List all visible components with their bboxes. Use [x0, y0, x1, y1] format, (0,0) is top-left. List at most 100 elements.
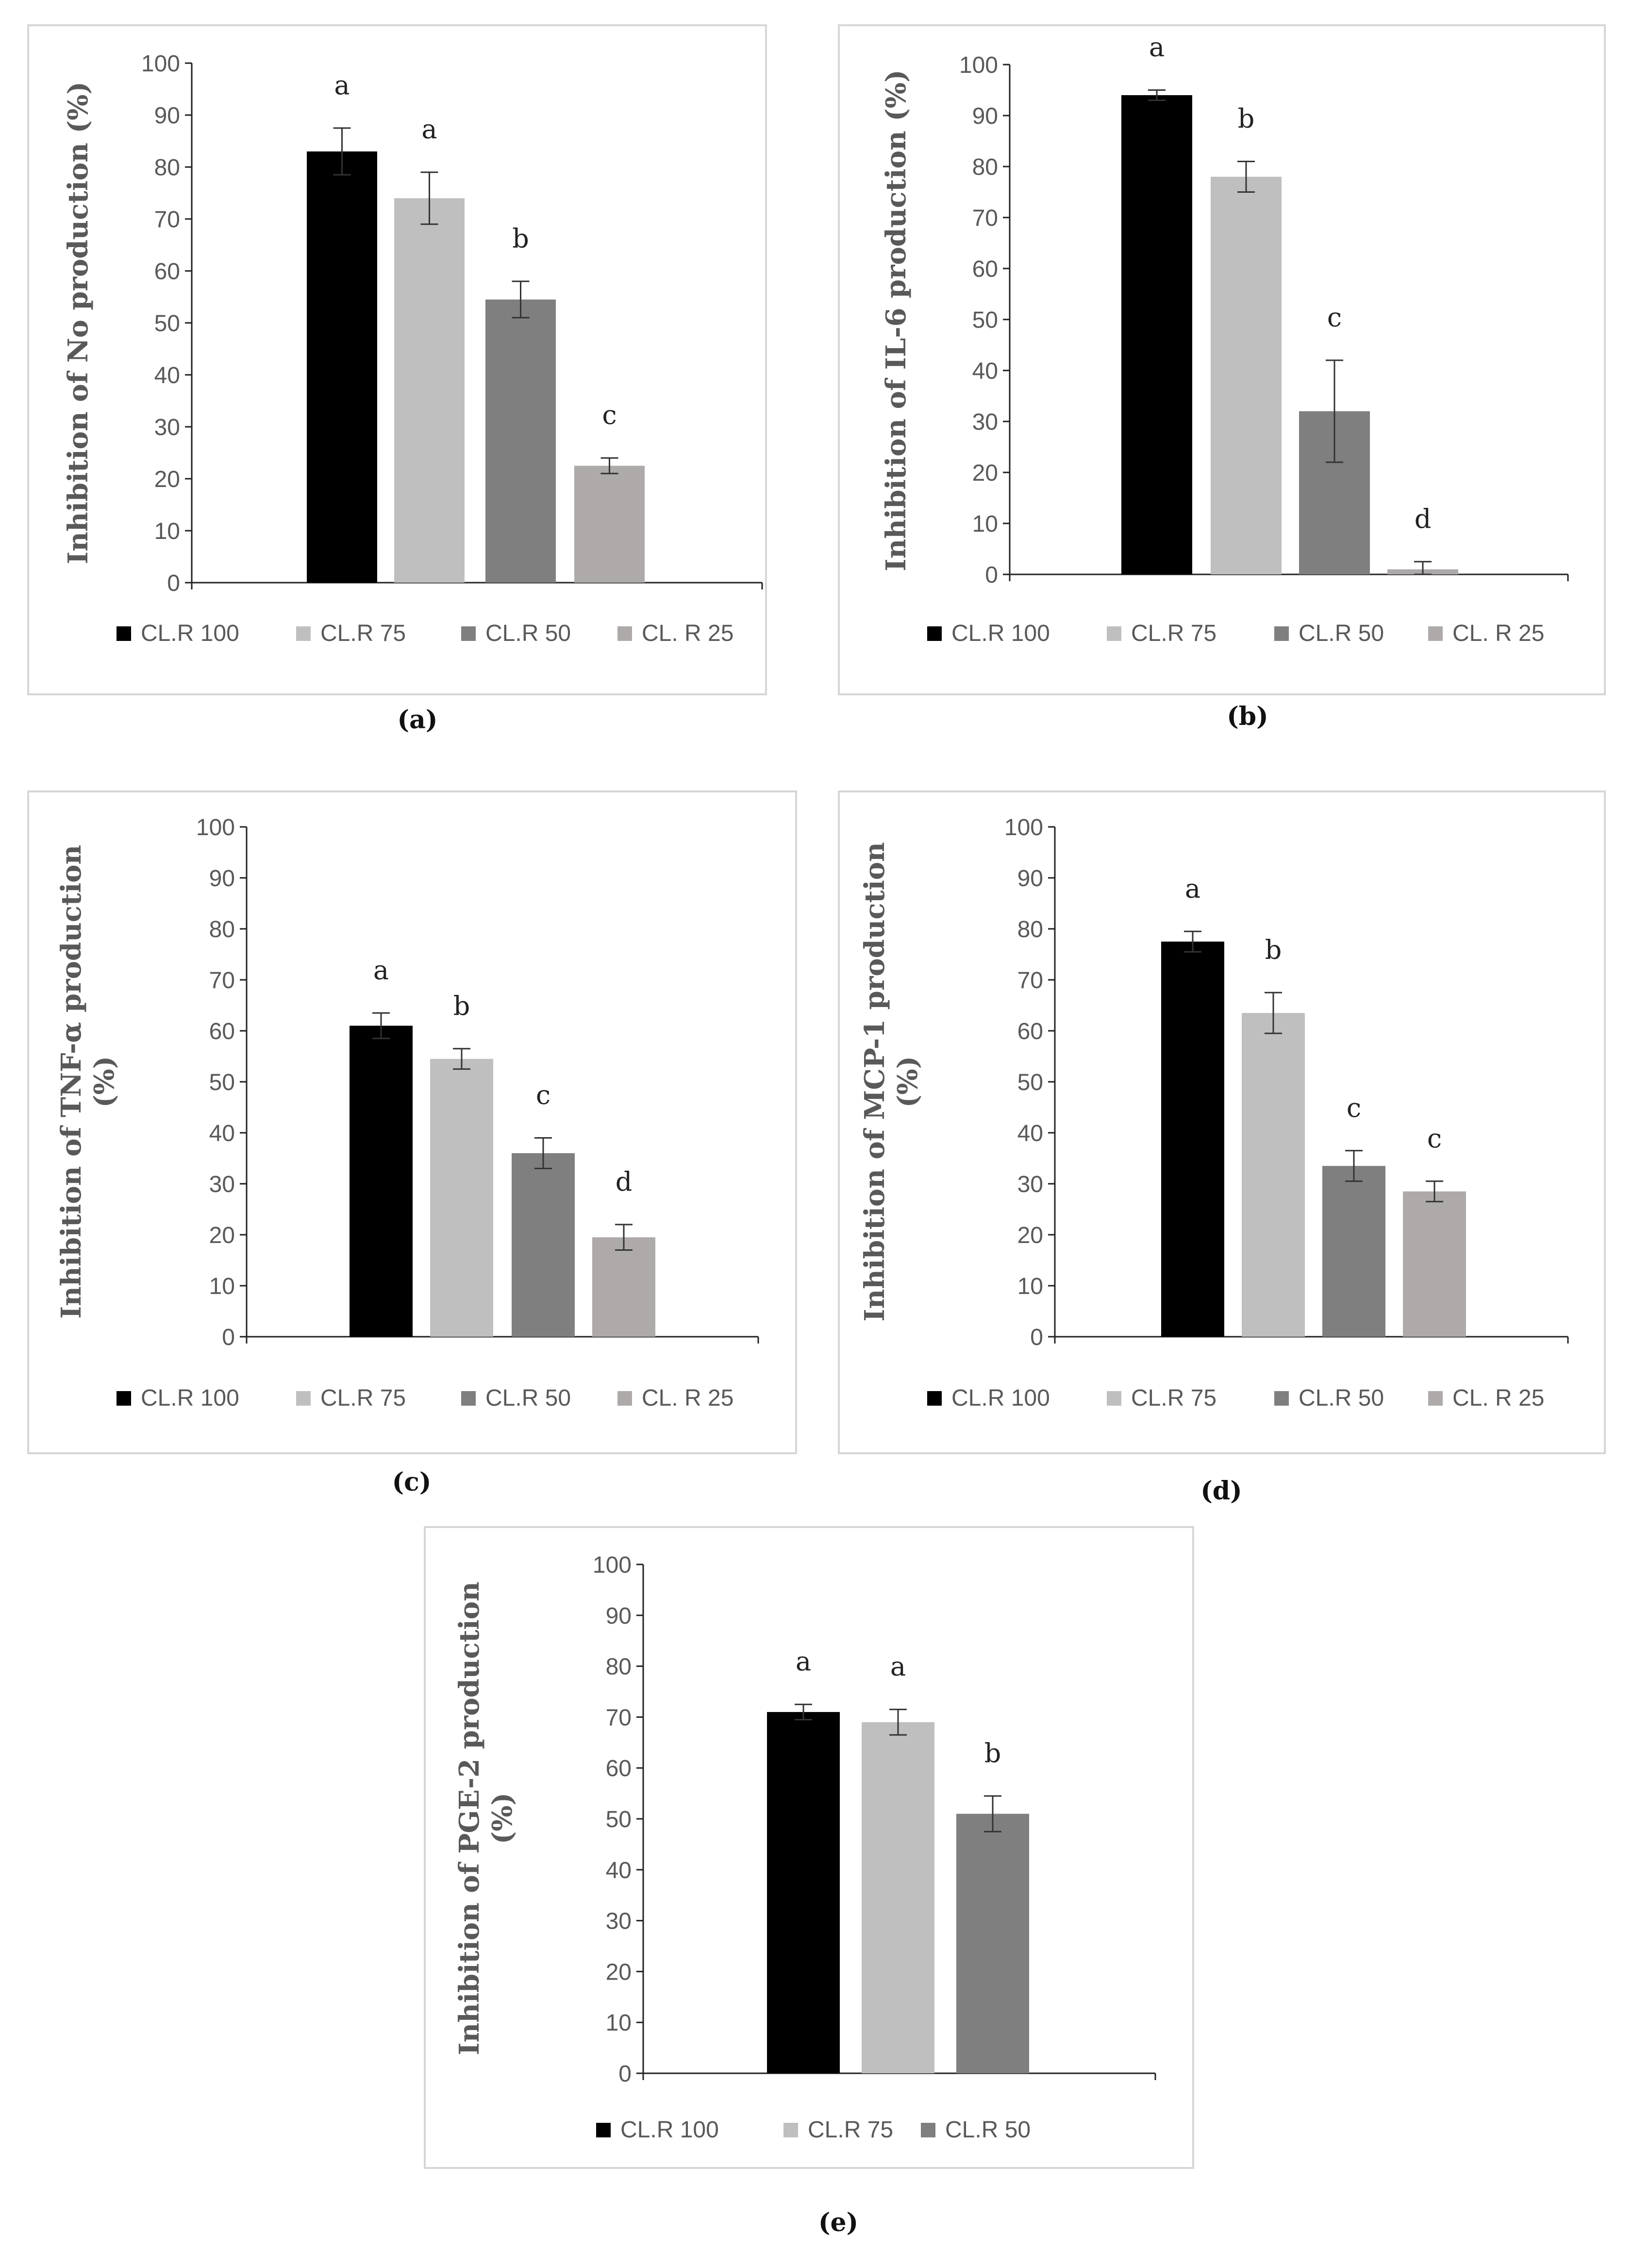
legend: CL.R 100 CL.R 75 CL.R 50 CL. R 25	[117, 621, 733, 646]
significance-letter: a	[1149, 32, 1165, 63]
significance-letter: c	[1347, 1092, 1361, 1123]
y-tick-label: 0	[167, 571, 180, 596]
legend-swatch	[461, 626, 476, 641]
legend-swatch	[1274, 626, 1289, 641]
y-tick-label: 20	[972, 460, 998, 486]
legend-label: CL.R 50	[1299, 1385, 1384, 1411]
y-tick-label: 10	[606, 2010, 632, 2036]
legend-label: CL.R 50	[485, 621, 571, 646]
legend-label: CL.R 75	[320, 1385, 406, 1411]
y-tick-label: 40	[154, 363, 180, 388]
y-tick-label: 100	[141, 51, 180, 77]
chart-panel-b: 0 10 20 30 40 50 60 70 80 90 100 a b c d Inhibition of …	[838, 24, 1606, 695]
y-axis-title-line: Inhibition of TNF-α production	[55, 845, 87, 1319]
legend-swatch	[927, 1391, 942, 1406]
y-tick-label: 40	[606, 1858, 632, 1883]
y-tick-label: 60	[972, 256, 998, 282]
y-tick-label: 50	[972, 307, 998, 333]
legend-label: CL.R 100	[141, 621, 239, 646]
significance-letter: a	[334, 70, 350, 101]
y-tick-label: 80	[154, 155, 180, 181]
bar-1	[767, 1712, 840, 2073]
legend-label: CL.R 100	[951, 621, 1050, 646]
y-tick-label: 10	[972, 511, 998, 537]
y-tick-label: 70	[154, 207, 180, 233]
legend-label: CL.R 75	[808, 2117, 893, 2143]
significance-letter: a	[890, 1651, 906, 1682]
y-axis-title-line: Inhibition of PGE-2 production	[453, 1581, 485, 2055]
y-tick-label: 60	[209, 1019, 235, 1044]
y-tick-label: 90	[972, 103, 998, 129]
legend-label: CL.R 50	[1299, 621, 1384, 646]
legend-label: CL. R 25	[642, 621, 733, 646]
legend-swatch	[617, 1391, 632, 1406]
y-tick-label: 30	[209, 1172, 235, 1197]
y-axis-title-line: (%)	[486, 1793, 518, 1844]
legend-swatch	[596, 2123, 611, 2137]
y-tick-label: 80	[1017, 917, 1043, 942]
panel-label: (c)	[392, 1467, 432, 1497]
legend-swatch	[617, 626, 632, 641]
chart-panel-d: 0 10 20 30 40 50 60 70 80 90 100 a b c c Inhibition of …	[838, 790, 1606, 1454]
panel-label: (b)	[1227, 702, 1268, 731]
y-tick-label: 0	[222, 1325, 235, 1350]
bar-4	[1403, 1191, 1466, 1337]
legend: CL.R 100 CL.R 75 CL.R 50 CL. R 25	[927, 621, 1544, 646]
y-tick-label: 90	[154, 103, 180, 129]
significance-letter: b	[984, 1738, 1001, 1768]
panel-label: (e)	[818, 2208, 858, 2237]
y-tick-label: 100	[196, 815, 235, 840]
significance-letter: a	[421, 114, 437, 145]
legend-label: CL.R 100	[141, 1385, 239, 1411]
legend: CL.R 100 CL.R 75 CL.R 50	[596, 2117, 1031, 2143]
y-tick-label: 70	[972, 205, 998, 231]
bar-4	[574, 466, 645, 583]
legend: CL.R 100 CL.R 75 CL.R 50 CL. R 25	[117, 1385, 733, 1411]
y-tick-label: 50	[154, 311, 180, 336]
legend-swatch	[117, 1391, 131, 1406]
legend-swatch	[296, 1391, 311, 1406]
y-tick-label: 80	[972, 154, 998, 180]
bar-4	[592, 1237, 655, 1337]
legend-swatch	[1274, 1391, 1289, 1406]
y-tick-label: 10	[154, 519, 180, 544]
y-tick-label: 30	[154, 415, 180, 440]
legend-label: CL.R 50	[945, 2117, 1031, 2143]
bar-1	[350, 1025, 413, 1337]
significance-letter: b	[1265, 934, 1282, 965]
y-axis-title: Inhibition of No production (%)	[62, 82, 94, 564]
legend-swatch	[783, 2123, 798, 2137]
y-tick-label: 60	[154, 259, 180, 285]
significance-letter: d	[616, 1166, 633, 1197]
legend-label: CL.R 75	[1131, 1385, 1216, 1411]
legend: CL.R 100 CL.R 75 CL.R 50 CL. R 25	[927, 1385, 1544, 1411]
y-tick-label: 80	[209, 917, 235, 942]
bar-1	[1161, 941, 1224, 1337]
y-axis-title-line: (%)	[892, 1056, 924, 1108]
significance-letter: a	[1185, 873, 1200, 904]
y-tick-label: 60	[606, 1756, 632, 1781]
legend-swatch	[1107, 626, 1121, 641]
y-axis-title: Inhibition of IL-6 production (%)	[880, 69, 912, 571]
significance-letter: b	[512, 223, 529, 253]
y-axis-title: Inhibition of MCP-1 production(%)	[859, 842, 924, 1321]
y-tick-label: 50	[1017, 1070, 1043, 1095]
y-tick-label: 30	[606, 1909, 632, 1934]
bar-3	[956, 1814, 1029, 2073]
legend-label: CL.R 100	[620, 2117, 719, 2143]
y-axis-title: Inhibition of PGE-2 production(%)	[453, 1581, 518, 2055]
legend-label: CL. R 25	[1452, 621, 1544, 646]
significance-letter: c	[602, 400, 617, 430]
y-tick-label: 100	[593, 1552, 632, 1578]
y-tick-label: 60	[1017, 1019, 1043, 1044]
bar-2	[1242, 1013, 1305, 1337]
y-tick-label: 0	[985, 562, 998, 588]
significance-letter: c	[536, 1080, 550, 1110]
legend-label: CL.R 100	[951, 1385, 1050, 1411]
legend-swatch	[1428, 1391, 1443, 1406]
panel-label: (a)	[398, 705, 438, 735]
y-axis-title-line: Inhibition of MCP-1 production	[859, 842, 891, 1321]
significance-letter: d	[1415, 504, 1432, 534]
y-tick-label: 10	[209, 1274, 235, 1299]
